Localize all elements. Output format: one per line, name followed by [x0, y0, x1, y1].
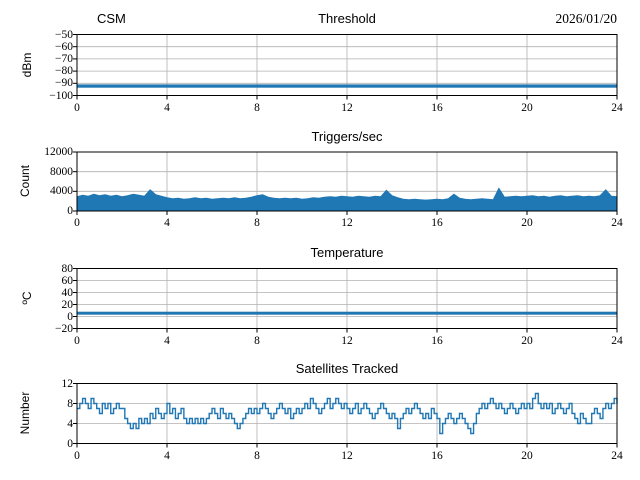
y-tick-label: 20: [61, 298, 74, 311]
x-tick-label: 4: [164, 101, 170, 114]
x-tick-label: 4: [164, 217, 170, 229]
x-tick-label: 0: [74, 217, 80, 229]
subplot-1: [73, 34, 618, 100]
y-tick-label: 0: [67, 310, 73, 323]
y-tick-label: −100: [49, 89, 73, 102]
subplot-2: [73, 151, 618, 215]
y-tick-label: 4: [67, 417, 73, 430]
subplot1-title: Threshold: [318, 11, 376, 26]
y-tick-label: 8000: [50, 165, 73, 178]
x-tick-label: 0: [74, 334, 80, 347]
y-tick-label: −50: [55, 28, 73, 41]
x-tick-label: 8: [254, 101, 260, 114]
y-tick-label: −20: [55, 322, 73, 335]
x-tick-label: 12: [341, 334, 353, 347]
x-tick-label: 4: [164, 449, 170, 462]
x-tick-label: 4: [164, 334, 170, 347]
axes-frame: [76, 151, 618, 212]
x-tick-label: 8: [254, 217, 260, 229]
y-tick-label: 80: [61, 262, 74, 275]
x-tick-label: 24: [611, 101, 623, 114]
y-tick-label: −80: [55, 65, 73, 78]
y-tick-label: 12: [61, 377, 74, 390]
x-tick-label: 20: [521, 101, 533, 114]
x-tick-label: 16: [431, 334, 443, 347]
y-tick-label: 40: [61, 286, 74, 299]
y-tick-label: −60: [55, 40, 73, 53]
y-tick-label: 0: [67, 205, 73, 217]
subplot-4: [73, 383, 618, 448]
subplot1-left-title: CSM: [97, 11, 126, 26]
x-tick-label: 24: [611, 217, 623, 229]
tick-marks: [73, 34, 618, 100]
subplot-3: [73, 268, 618, 333]
x-tick-label: 16: [431, 217, 443, 229]
y-tick-label: −90: [55, 77, 73, 90]
subplot4-title: Satellites Tracked: [295, 361, 399, 376]
subplot3-title: Temperature: [310, 245, 384, 260]
x-tick-label: 16: [431, 449, 443, 462]
y-tick-label: 12000: [44, 146, 73, 158]
x-tick-label: 12: [341, 217, 353, 229]
axes-frame: [76, 383, 618, 444]
x-tick-label: 20: [521, 217, 533, 229]
y-tick-label: 60: [61, 274, 74, 287]
satellites_tracked-series-line: [77, 392, 618, 435]
temperature_c-series-line: [77, 311, 617, 315]
x-tick-label: 24: [611, 449, 623, 462]
x-tick-label: 0: [74, 449, 80, 462]
y-tick-label: −70: [55, 52, 73, 65]
x-tick-label: 8: [254, 449, 260, 462]
grid: [76, 268, 618, 329]
tick-marks: [73, 151, 618, 215]
axes-frame: [76, 34, 618, 96]
x-tick-label: 8: [254, 334, 260, 347]
subplot1-date-label: 2026/01/20: [555, 11, 617, 26]
y-tick-label: 8: [67, 397, 73, 410]
x-tick-label: 20: [521, 334, 533, 347]
y-tick-label: 0: [67, 437, 73, 450]
axes-frame: [76, 268, 618, 329]
y-tick-label: 4000: [50, 185, 73, 198]
triggers_per_sec-series-area: [76, 187, 618, 212]
x-tick-label: 24: [611, 334, 623, 347]
tick-marks: [73, 268, 618, 333]
subplot2-title: Triggers/sec: [311, 129, 383, 144]
x-tick-label: 12: [341, 449, 353, 462]
threshold_dbm-series-line: [77, 84, 617, 88]
x-tick-label: 12: [341, 101, 353, 114]
x-tick-label: 20: [521, 449, 533, 462]
x-tick-label: 16: [431, 101, 443, 114]
x-tick-label: 0: [74, 101, 80, 114]
tick-marks: [73, 383, 618, 448]
